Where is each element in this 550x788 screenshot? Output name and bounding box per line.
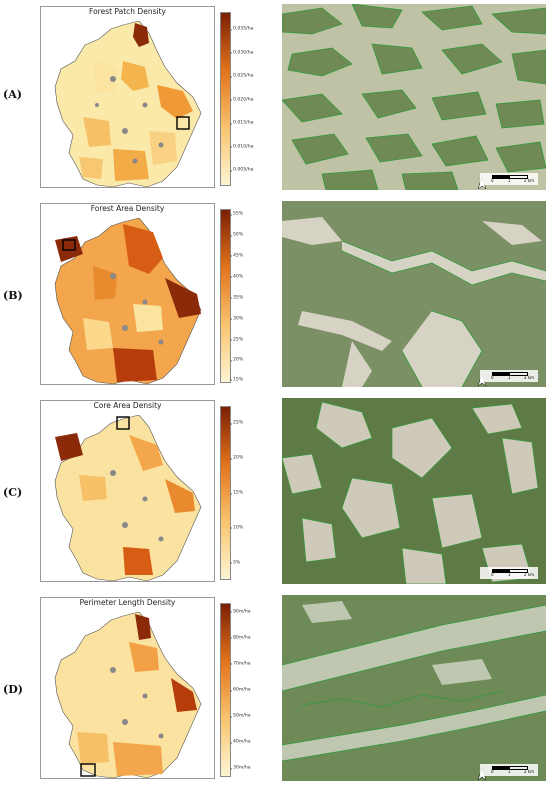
tick-label: 0.005/ha — [229, 167, 254, 173]
tick-label: 55% — [229, 211, 244, 217]
tick-label: 0.025/ha — [229, 73, 254, 79]
scale-bar: 0 1 2 km — [480, 764, 538, 776]
colorbar — [220, 209, 231, 383]
bavaria-map — [54, 612, 202, 779]
scale-label: 2 km — [524, 572, 535, 577]
scale-bar: 0 1 2 km — [480, 567, 538, 579]
forest-patches — [282, 398, 546, 584]
tick-label: 0.015/ha — [229, 120, 254, 126]
tick-label: 50m/ha — [230, 713, 251, 719]
satellite-image: 0 1 2 km — [282, 398, 546, 584]
bavaria-map — [54, 21, 202, 188]
tick-label: 50% — [229, 232, 244, 238]
panel-label: (A) — [3, 88, 22, 101]
panel-a: (A) Forest Patch Density 0.035/ha 0.030/… — [0, 0, 550, 197]
tick-label: 0.010/ha — [229, 144, 254, 150]
scale-label: 1 — [508, 178, 511, 183]
scale-label: 2 km — [524, 769, 535, 774]
forest-patches — [282, 595, 546, 781]
satellite-image: 0 1 2 km — [282, 4, 546, 190]
scale-label: 2 km — [524, 178, 535, 183]
map-title: Forest Patch Density — [89, 7, 166, 16]
satellite-image: 0 1 2 km — [282, 595, 546, 781]
tick-label: 20% — [229, 357, 244, 363]
study-area-box — [80, 763, 96, 777]
tick-label: 90m/ha — [230, 609, 251, 615]
bavaria-map — [54, 218, 202, 385]
choropleth-map: Forest Area Density — [40, 203, 215, 385]
tick-label: 30% — [229, 316, 244, 322]
colorbar-ticks: 90m/ha 80m/ha 70m/ha 60m/ha 50m/ha 40m/h… — [230, 603, 273, 777]
panel-c: (C) Core Area Density 25% 20% 15% 10% 5% — [0, 394, 550, 591]
tick-label: 35% — [229, 295, 244, 301]
colorbar-ticks: 55% 50% 45% 40% 35% 30% 25% 20% 15% — [229, 209, 273, 383]
scale-label: 0 — [491, 572, 494, 577]
map-title: Core Area Density — [93, 401, 162, 410]
choropleth-map: Core Area Density — [40, 400, 215, 582]
choropleth-map: Perimeter Length Density — [40, 597, 215, 779]
panel-label: (C) — [3, 486, 23, 499]
panel-label: (D) — [3, 683, 23, 696]
tick-label: 20% — [229, 455, 244, 461]
choropleth-map: Forest Patch Density — [40, 6, 215, 188]
tick-label: 15% — [229, 377, 244, 383]
scale-label: 2 km — [524, 375, 535, 380]
tick-label: 40m/ha — [230, 739, 251, 745]
forest-patches — [282, 4, 546, 190]
tick-label: 0.020/ha — [229, 97, 254, 103]
scale-label: 0 — [491, 375, 494, 380]
tick-label: 80m/ha — [230, 635, 251, 641]
tick-label: 40% — [229, 274, 244, 280]
bavaria-map — [54, 415, 202, 582]
scale-label: 1 — [508, 572, 511, 577]
scale-label: 1 — [508, 769, 511, 774]
scale-bar: 0 1 2 km — [480, 370, 538, 382]
map-title: Perimeter Length Density — [79, 598, 176, 607]
tick-label: 70m/ha — [230, 661, 251, 667]
study-area-box — [62, 239, 76, 251]
satellite-image: 0 1 2 km — [282, 201, 546, 387]
tick-label: 60m/ha — [230, 687, 251, 693]
scale-label: 1 — [508, 375, 511, 380]
colorbar-ticks: 0.035/ha 0.030/ha 0.025/ha 0.020/ha 0.01… — [229, 12, 273, 186]
colorbar-ticks: 25% 20% 15% 10% 5% — [229, 406, 273, 580]
tick-label: 0.030/ha — [229, 50, 254, 56]
panel-b: (B) Forest Area Density 55% 50% 45% 40% … — [0, 197, 550, 394]
tick-label: 0.035/ha — [229, 26, 254, 32]
study-area-box — [116, 416, 130, 430]
panel-label: (B) — [3, 289, 23, 302]
tick-label: 30m/ha — [230, 765, 251, 771]
panel-d: (D) Perimeter Length Density 90m/ha 80m/… — [0, 591, 550, 788]
scale-bar: 0 1 2 km — [480, 173, 538, 185]
map-title: Forest Area Density — [90, 204, 165, 213]
study-area-box — [176, 116, 190, 130]
tick-label: 5% — [229, 560, 241, 566]
region-dark — [133, 23, 149, 47]
colorbar — [220, 12, 231, 186]
forest-patches — [282, 201, 546, 387]
tick-label: 15% — [229, 490, 244, 496]
tick-label: 45% — [229, 253, 244, 259]
scale-label: 0 — [491, 178, 494, 183]
tick-label: 25% — [229, 420, 244, 426]
scale-label: 0 — [491, 769, 494, 774]
tick-label: 25% — [229, 337, 244, 342]
tick-label: 10% — [229, 525, 244, 531]
